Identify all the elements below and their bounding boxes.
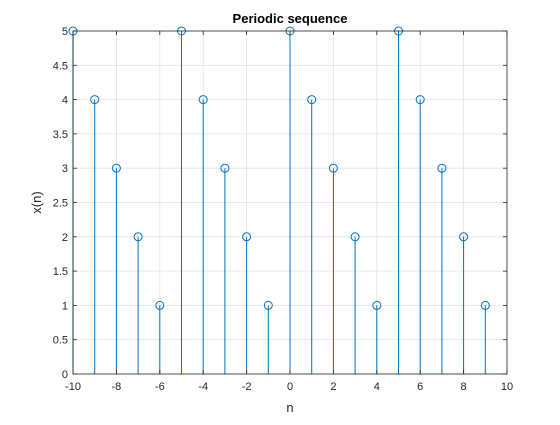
chart-title: Periodic sequence [233, 11, 348, 26]
stem-marker [307, 95, 317, 105]
stem-marker [220, 163, 230, 173]
stem-marker [372, 300, 382, 310]
stem-marker [133, 232, 143, 242]
stem-marker [263, 300, 273, 310]
data-series [68, 26, 490, 374]
x-tick-label: -6 [155, 381, 165, 393]
stem-marker [242, 232, 252, 242]
stem-marker [328, 163, 338, 173]
stem-marker [155, 300, 165, 310]
stem-marker [111, 163, 121, 173]
x-tick-label: 6 [417, 381, 423, 393]
x-axis-label: n [286, 400, 293, 415]
x-tick-label: -2 [242, 381, 252, 393]
y-tick-label: 3 [62, 163, 68, 175]
x-tick-label: 2 [330, 381, 336, 393]
stem-marker [198, 95, 208, 105]
x-tick-label: 8 [461, 381, 467, 393]
x-tick-label: -4 [198, 381, 208, 393]
x-tick-label: 0 [287, 381, 293, 393]
axis-ticks: -10 -8 -6 -4 -2 0 2 4 6 8 10 0 0.5 1 1.5 2 2.5 3 3.5 4 4.5 5 [53, 26, 513, 393]
y-tick-label: 0 [62, 369, 68, 381]
x-tick-label: -8 [112, 381, 122, 393]
y-tick-label: 5 [62, 26, 68, 38]
y-tick-label: 0.5 [53, 335, 68, 347]
y-tick-label: 2 [62, 232, 68, 244]
stem-marker [459, 232, 469, 242]
x-tick-label: 4 [374, 381, 380, 393]
y-tick-label: 1 [62, 300, 68, 312]
x-tick-label: 10 [501, 381, 513, 393]
stem-marker [350, 232, 360, 242]
y-tick-label: 4.5 [53, 60, 68, 72]
y-tick-label: 2.5 [53, 198, 68, 210]
x-tick-label: -10 [65, 381, 81, 393]
y-tick-label: 3.5 [53, 129, 68, 141]
stem-marker [480, 300, 490, 310]
stem-marker [90, 95, 100, 105]
stem-marker [415, 95, 425, 105]
y-axis-label: x(n) [29, 191, 44, 213]
y-tick-label: 4 [62, 95, 68, 107]
stem-marker [437, 163, 447, 173]
y-tick-label: 1.5 [53, 266, 68, 278]
